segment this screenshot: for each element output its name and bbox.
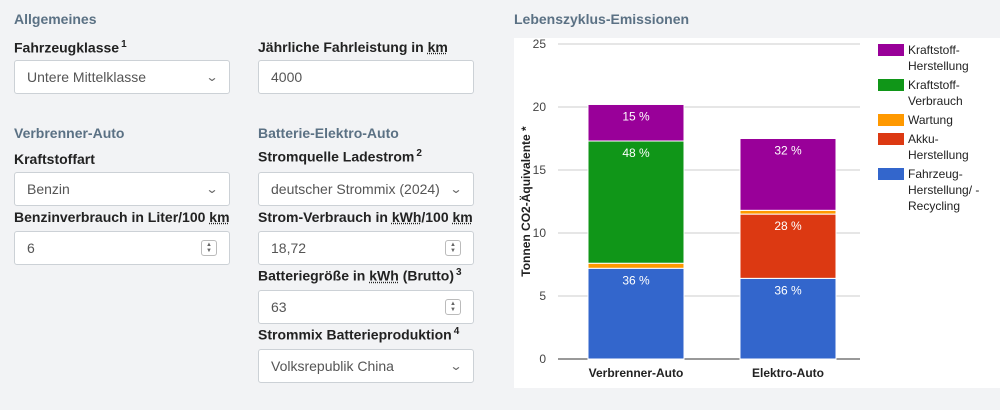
vehicle-class-value: Untere Mittelklasse — [27, 69, 147, 85]
bar-data-label: 15 % — [622, 109, 650, 123]
legend-swatch — [878, 133, 904, 145]
section-title-general: Allgemeines — [14, 11, 97, 27]
chevron-down-icon: ⌄ — [205, 182, 219, 196]
bar-data-label: 28 % — [774, 219, 802, 233]
chart-title: Lebenszyklus-Emissionen — [514, 11, 690, 27]
legend-swatch — [878, 44, 904, 56]
section-title-ice: Verbrenner-Auto — [14, 125, 125, 141]
fuel-type-label: Kraftstoffart — [14, 151, 95, 167]
bar-segment — [739, 209, 837, 215]
y-tick-label: 0 — [539, 352, 546, 366]
legend-label: Akku- — [908, 132, 939, 146]
fuel-consumption-value: 6 — [27, 240, 35, 256]
fuel-type-value: Benzin — [27, 181, 70, 197]
chevron-down-icon: ⌄ — [449, 359, 463, 373]
stepper-icon[interactable]: ▲ ▼ — [201, 240, 217, 256]
y-tick-label: 15 — [533, 163, 547, 177]
legend-label: Herstellung — [908, 59, 969, 73]
chevron-down-icon: ⌄ — [449, 182, 463, 196]
legend-label: Verbrauch — [908, 94, 963, 108]
y-tick-label: 10 — [533, 226, 547, 240]
battery-mix-select[interactable]: Volksrepublik China ⌄ — [258, 349, 474, 383]
footnote-ref-1[interactable]: 1 — [121, 39, 127, 50]
annual-mileage-input[interactable]: 4000 — [258, 60, 474, 94]
battery-size-input[interactable]: 63 ▲ ▼ — [258, 290, 474, 324]
legend-swatch — [878, 79, 904, 91]
chevron-down-icon: ⌄ — [205, 70, 219, 84]
bar-data-label: 36 % — [622, 273, 650, 287]
annual-mileage-value: 4000 — [271, 69, 303, 85]
bar-segment — [739, 138, 837, 211]
bar-data-label: 48 % — [622, 146, 650, 160]
battery-size-value: 63 — [271, 299, 287, 315]
legend-swatch — [878, 168, 904, 180]
battery-mix-value: Volksrepublik China — [271, 358, 394, 374]
vehicle-class-select[interactable]: Untere Mittelklasse ⌄ — [14, 60, 230, 94]
y-axis-label: Tonnen CO2-Äquivalente * — [518, 126, 533, 277]
footnote-ref-3[interactable]: 3 — [456, 267, 462, 278]
stepper-icon[interactable]: ▲ ▼ — [445, 240, 461, 256]
power-consumption-input[interactable]: 18,72 ▲ ▼ — [258, 231, 474, 265]
y-tick-label: 5 — [539, 289, 546, 303]
emissions-chart: 0 5 10 15 20 25 Tonnen CO2-Äquivalente * 36 % 48… — [518, 37, 979, 380]
bar-segment — [739, 213, 837, 279]
stepper-icon[interactable]: ▲ ▼ — [445, 299, 461, 315]
legend-label: Kraftstoff- — [908, 43, 960, 57]
annual-mileage-label: Jährliche Fahrleistung in km — [258, 39, 448, 55]
footnote-ref-4[interactable]: 4 — [453, 326, 460, 337]
power-source-value: deutscher Strommix (2024) — [271, 181, 440, 197]
battery-mix-label: Strommix Batterieproduktion 4 — [258, 326, 460, 343]
legend-label: Fahrzeug- — [908, 167, 963, 181]
y-tick-label: 25 — [533, 38, 547, 51]
y-tick-label: 20 — [533, 100, 547, 114]
power-source-label: Stromquelle Ladestrom 2 — [258, 148, 422, 165]
legend-label: Herstellung/ - — [908, 183, 979, 197]
fuel-type-select[interactable]: Benzin ⌄ — [14, 172, 230, 206]
bar-segment — [587, 262, 685, 269]
bar-segment — [587, 103, 685, 142]
power-consumption-value: 18,72 — [271, 240, 307, 256]
bar-data-label: 32 % — [774, 144, 802, 158]
vehicle-class-label: Fahrzeugklasse 1 — [14, 39, 127, 56]
legend-label: Recycling — [908, 199, 960, 213]
bar-data-label: 36 % — [774, 283, 802, 297]
legend-swatch — [878, 114, 904, 126]
legend-label: Herstellung — [908, 148, 969, 162]
section-title-ev: Batterie-Elektro-Auto — [258, 125, 399, 141]
fuel-consumption-label: Benzinverbrauch in Liter/100 km — [14, 209, 230, 225]
legend-label: Wartung — [908, 113, 953, 127]
x-category-label: Verbrenner-Auto — [589, 366, 684, 380]
emissions-chart-panel: 0 5 10 15 20 25 Tonnen CO2-Äquivalente * 36 % 48… — [514, 37, 1000, 388]
x-category-label: Elektro-Auto — [752, 366, 824, 380]
fuel-consumption-input[interactable]: 6 ▲ ▼ — [14, 231, 230, 265]
power-source-select[interactable]: deutscher Strommix (2024) ⌄ — [258, 172, 474, 206]
battery-size-label: Batteriegröße in kWh (Brutto) 3 — [258, 267, 462, 284]
power-consumption-label: Strom-Verbrauch in kWh/100 km — [258, 209, 473, 225]
legend-label: Kraftstoff- — [908, 78, 960, 92]
footnote-ref-2[interactable]: 2 — [416, 148, 422, 159]
bar-segment — [587, 267, 685, 360]
bar-segment — [587, 140, 685, 264]
